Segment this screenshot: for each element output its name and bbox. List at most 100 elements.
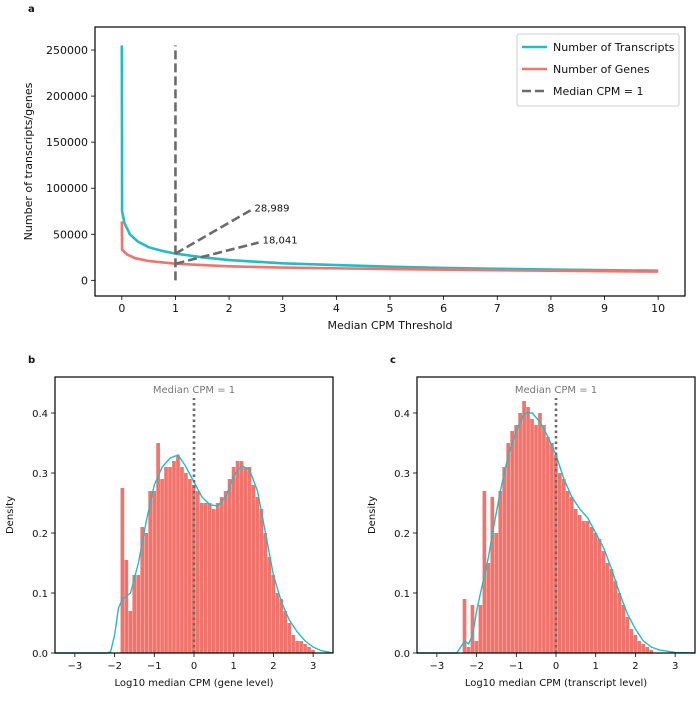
x-tick-label: 1 (593, 661, 599, 672)
axes-frame (54, 376, 334, 654)
histogram-bar (128, 611, 133, 653)
x-tick-label: 1 (231, 661, 237, 672)
x-tick-label: 10 (651, 302, 665, 315)
histogram-bar (593, 533, 598, 653)
annotation-line (174, 209, 252, 255)
histogram-bar (291, 635, 295, 653)
x-tick-label: −2 (469, 661, 484, 672)
panel-b: −3 −2 −1 0 1 2 3 0.0 0.1 0.2 0.3 0.4 Log10 median CP… (5, 376, 334, 689)
x-tick-label: 2 (270, 661, 276, 672)
y-tick-label: 0.1 (394, 589, 410, 600)
histogram-bar (625, 617, 630, 653)
histogram-bar (235, 461, 240, 653)
y-tick-label: 0.2 (394, 529, 410, 540)
median-cpm-label: Median CPM = 1 (153, 385, 235, 396)
histogram-bar (597, 539, 602, 653)
legend-entry: Number of Genes (553, 63, 650, 76)
histogram-bar (605, 563, 610, 653)
panel-label-a: a (28, 4, 35, 15)
histogram-bar (195, 491, 200, 653)
histogram-bar (550, 443, 554, 653)
histogram-bar (124, 560, 129, 653)
histogram-bar (207, 503, 212, 653)
histogram-bar (307, 647, 311, 653)
histogram-bar (494, 533, 499, 653)
histogram-bar (251, 485, 256, 653)
histogram-bar (255, 497, 260, 653)
histogram-bar (577, 515, 582, 653)
histogram-bar (557, 473, 562, 653)
histogram-bar (152, 491, 156, 653)
histogram-bar (649, 650, 653, 653)
y-tick-label: 0.4 (32, 409, 48, 420)
histogram-bar (303, 644, 307, 653)
histogram-bar (637, 641, 642, 653)
x-tick-label: −3 (429, 661, 444, 672)
histogram-bar (542, 425, 546, 653)
histogram-bar (470, 605, 475, 653)
histogram-bar (530, 419, 534, 653)
histogram-bar (629, 629, 634, 653)
histogram-bar (160, 479, 164, 653)
histogram-bar (156, 443, 160, 653)
x-tick-label: 6 (440, 302, 447, 315)
histogram-bar (581, 521, 586, 653)
histogram-bar (140, 527, 145, 653)
histogram-bar (188, 479, 192, 653)
histogram-bar (538, 413, 542, 653)
histogram-bar (490, 497, 495, 653)
x-tick-label: 0 (118, 302, 125, 315)
histogram-bar (569, 497, 574, 653)
histogram-bar (621, 605, 626, 653)
histogram-bar (283, 611, 288, 653)
kde-line (417, 412, 696, 654)
histogram-bar (518, 413, 522, 653)
histogram-bar (526, 407, 530, 653)
panel-label-c: c (390, 355, 396, 366)
histogram-bar (180, 467, 184, 653)
histogram-bar (565, 491, 570, 653)
histogram-bar (573, 509, 578, 653)
x-tick-label: 0 (191, 661, 197, 672)
histogram-bar (498, 491, 503, 653)
y-axis-label: Density (367, 496, 378, 534)
histogram-bar (176, 455, 180, 653)
histogram-bar (231, 467, 236, 653)
x-axis-label: Log10 median CPM (gene level) (115, 678, 274, 689)
histogram-bar (120, 488, 125, 653)
histogram-bar (546, 437, 550, 653)
histogram-bar (275, 593, 280, 653)
histogram-bar (223, 491, 228, 653)
histogram-bar (211, 509, 216, 653)
histogram-bar (506, 443, 511, 653)
histogram-bar (617, 593, 622, 653)
x-tick-label: −2 (107, 661, 122, 672)
histogram-bar (633, 635, 638, 653)
histogram-bar (263, 533, 268, 653)
histogram-bar (462, 599, 467, 653)
series-line-transcripts (120, 45, 659, 272)
x-tick-label: −3 (67, 661, 82, 672)
histogram-bar (645, 647, 650, 653)
histogram-bar (271, 575, 276, 653)
histogram-bar (219, 497, 224, 653)
x-tick-label: 5 (387, 302, 394, 315)
histogram-bar (279, 599, 284, 653)
histogram-bar (148, 491, 152, 653)
series-line-genes (120, 221, 659, 273)
histogram-bar (466, 647, 471, 653)
legend (516, 33, 680, 107)
x-tick-label: −1 (509, 661, 524, 672)
histogram-bar (164, 467, 168, 653)
legend-entry: Number of Transcripts (553, 41, 675, 54)
x-tick-label: 1 (172, 302, 179, 315)
histogram-bar (311, 650, 315, 653)
y-tick-label: 0.3 (394, 469, 410, 480)
y-tick-label: 50000 (53, 228, 88, 241)
panel-label-b: b (28, 355, 35, 366)
panel-a: 0 1 2 3 4 5 6 7 8 9 10 0 50000 100000 150000 200000 2500… (22, 26, 686, 332)
histogram-bar (601, 551, 606, 653)
x-tick-label: 3 (310, 661, 316, 672)
histogram-bar (502, 467, 507, 653)
